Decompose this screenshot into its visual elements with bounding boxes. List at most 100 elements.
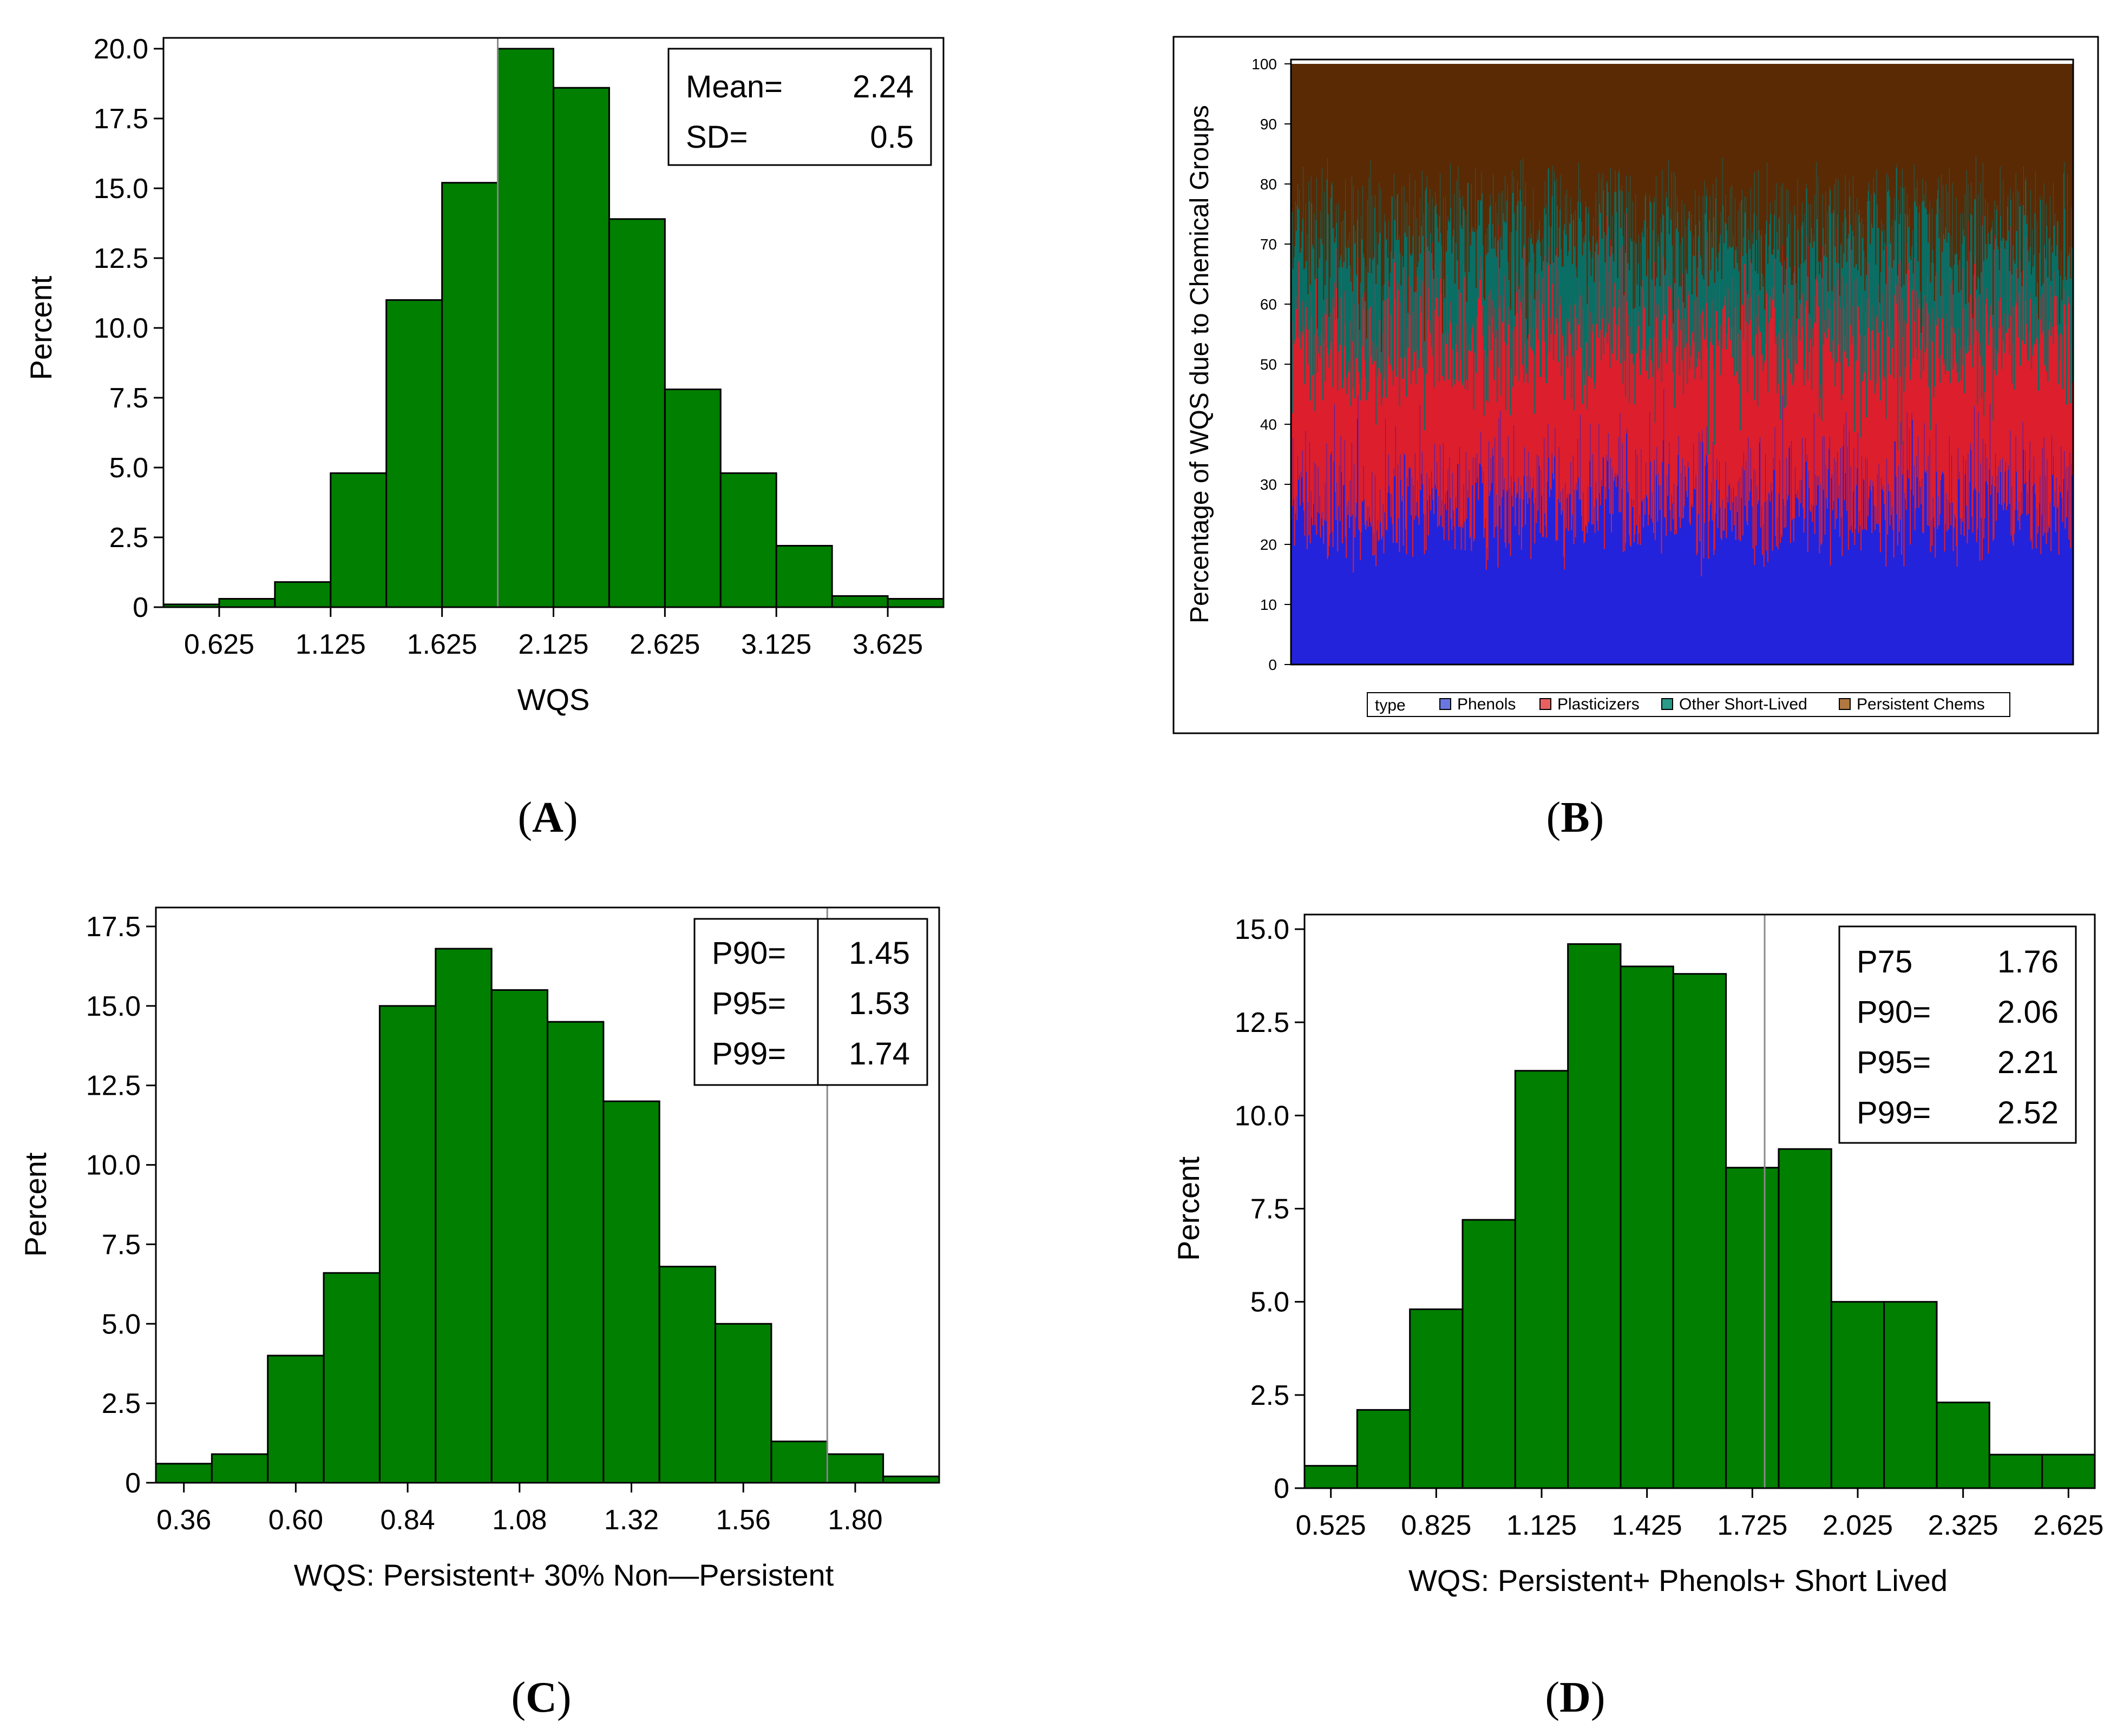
legend-swatch bbox=[1439, 698, 1451, 710]
x-tick-label: 1.32 bbox=[604, 1504, 659, 1536]
stat-label: Mean= bbox=[686, 69, 783, 104]
y-tick-label: 0 bbox=[1274, 1473, 1289, 1504]
histogram-bar bbox=[1672, 973, 1727, 1489]
y-tick-label: 5.0 bbox=[102, 1308, 141, 1340]
x-tick-label: 1.125 bbox=[296, 629, 366, 660]
y-tick-label: 10.0 bbox=[86, 1150, 141, 1181]
x-tick-label: 1.425 bbox=[1612, 1510, 1682, 1541]
x-tick-label: 0.60 bbox=[268, 1504, 323, 1536]
y-tick-label: 10 bbox=[1260, 596, 1277, 613]
y-tick-label: 20 bbox=[1260, 536, 1277, 553]
x-tick-label: 2.625 bbox=[2033, 1510, 2103, 1541]
legend-box bbox=[1367, 692, 2010, 717]
histogram-bar bbox=[1936, 1402, 1990, 1489]
x-axis-label: WQS: Persistent+ 30% Non—Persistent bbox=[294, 1558, 834, 1592]
stat-value: 0.5 bbox=[870, 120, 914, 155]
y-tick-label: 60 bbox=[1260, 296, 1277, 313]
stat-value: 2.52 bbox=[1997, 1095, 2059, 1130]
y-axis-label: Percentage of WQS due to Chemical Groups bbox=[1185, 105, 1214, 623]
histogram-bar bbox=[330, 472, 388, 608]
legend-swatch bbox=[1539, 698, 1551, 710]
stacked-series-plasticizers bbox=[1291, 213, 2074, 576]
stat-value: 1.76 bbox=[1997, 944, 2059, 979]
y-tick-label: 15.0 bbox=[86, 991, 141, 1022]
y-tick-label: 17.5 bbox=[94, 103, 148, 135]
stat-value: 2.24 bbox=[853, 69, 914, 104]
x-tick-label: 2.325 bbox=[1928, 1510, 1998, 1541]
histogram-bar bbox=[1778, 1148, 1832, 1489]
histogram-bar bbox=[1514, 1070, 1569, 1489]
x-tick-label: 0.36 bbox=[156, 1504, 211, 1536]
y-tick-label: 10.0 bbox=[1235, 1100, 1289, 1132]
x-axis-label: WQS: Persistent+ Phenols+ Short Lived bbox=[1408, 1563, 1948, 1597]
x-tick-label: 3.625 bbox=[853, 629, 923, 660]
histogram-bar bbox=[826, 1453, 884, 1484]
y-tick-label: 90 bbox=[1260, 116, 1277, 133]
histogram-bar bbox=[1988, 1454, 2043, 1489]
y-tick-label: 0 bbox=[1268, 656, 1277, 673]
x-tick-label: 0.84 bbox=[380, 1504, 435, 1536]
x-tick-label: 3.125 bbox=[741, 629, 811, 660]
x-tick-label: 1.08 bbox=[492, 1504, 547, 1536]
y-tick-label: 2.5 bbox=[109, 522, 148, 554]
y-tick-label: 7.5 bbox=[102, 1229, 141, 1260]
plot-frame bbox=[155, 906, 940, 1484]
histogram-bar bbox=[323, 1272, 381, 1484]
histogram-bar bbox=[1830, 1301, 1885, 1489]
histogram-bar bbox=[1303, 1465, 1358, 1489]
histogram-bar bbox=[274, 581, 332, 608]
histogram-bar bbox=[1461, 1219, 1516, 1489]
histogram-bar bbox=[435, 948, 493, 1484]
histogram-bar bbox=[441, 182, 499, 608]
x-tick-label: 0.625 bbox=[184, 629, 254, 660]
stat-label: P95= bbox=[1857, 1045, 1931, 1080]
y-tick-label: 17.5 bbox=[86, 911, 141, 943]
legend-label: Plasticizers bbox=[1557, 695, 1640, 713]
stacked-series-phenols bbox=[1291, 389, 2074, 665]
caption-a: (A) bbox=[517, 794, 578, 841]
histogram-bar bbox=[719, 472, 777, 608]
y-tick-label: 0 bbox=[133, 592, 148, 623]
stat-value: 1.45 bbox=[849, 936, 910, 971]
x-tick-label: 1.125 bbox=[1506, 1510, 1577, 1541]
stat-label: P99= bbox=[1857, 1095, 1931, 1130]
histogram-bar bbox=[211, 1453, 269, 1484]
histogram-bar bbox=[497, 48, 554, 608]
y-tick-label: 30 bbox=[1260, 476, 1277, 493]
x-tick-label: 2.025 bbox=[1823, 1510, 1893, 1541]
stats-box bbox=[667, 48, 932, 166]
legend-label: Other Short-Lived bbox=[1679, 695, 1807, 713]
stat-label: P90= bbox=[712, 936, 786, 971]
stats-box bbox=[693, 918, 928, 1086]
stat-label: P99= bbox=[712, 1036, 786, 1071]
stat-value: 2.21 bbox=[1997, 1045, 2059, 1080]
histogram-bar bbox=[378, 1005, 437, 1484]
x-tick-label: 1.56 bbox=[716, 1504, 771, 1536]
caption-c: (C) bbox=[511, 1674, 571, 1721]
y-tick-label: 15.0 bbox=[1235, 914, 1289, 945]
plot-frame bbox=[1303, 913, 2096, 1489]
histogram-bar bbox=[267, 1354, 325, 1484]
y-tick-label: 12.5 bbox=[86, 1070, 141, 1102]
histogram-bar bbox=[887, 598, 945, 608]
histogram-bar bbox=[770, 1441, 828, 1484]
legend-swatch bbox=[1661, 698, 1673, 710]
legend-label: Phenols bbox=[1457, 695, 1516, 713]
histogram-bar bbox=[1725, 1167, 1780, 1489]
y-tick-label: 10.0 bbox=[94, 313, 148, 344]
y-tick-label: 0 bbox=[125, 1468, 141, 1499]
histogram-bar bbox=[1409, 1308, 1464, 1489]
x-tick-label: 2.125 bbox=[518, 629, 588, 660]
stat-label: P90= bbox=[1857, 995, 1931, 1030]
y-axis-label: Percent bbox=[18, 1152, 53, 1257]
histogram-bar bbox=[608, 218, 666, 608]
y-axis-label: Percent bbox=[24, 275, 58, 380]
x-tick-label: 0.525 bbox=[1296, 1510, 1366, 1541]
x-tick-label: 1.625 bbox=[407, 629, 477, 660]
histogram-bar bbox=[547, 1021, 605, 1484]
histogram-bar bbox=[218, 598, 276, 608]
stat-label: SD= bbox=[686, 120, 748, 155]
legend-label: Persistent Chems bbox=[1857, 695, 1985, 713]
x-tick-label: 2.625 bbox=[630, 629, 700, 660]
